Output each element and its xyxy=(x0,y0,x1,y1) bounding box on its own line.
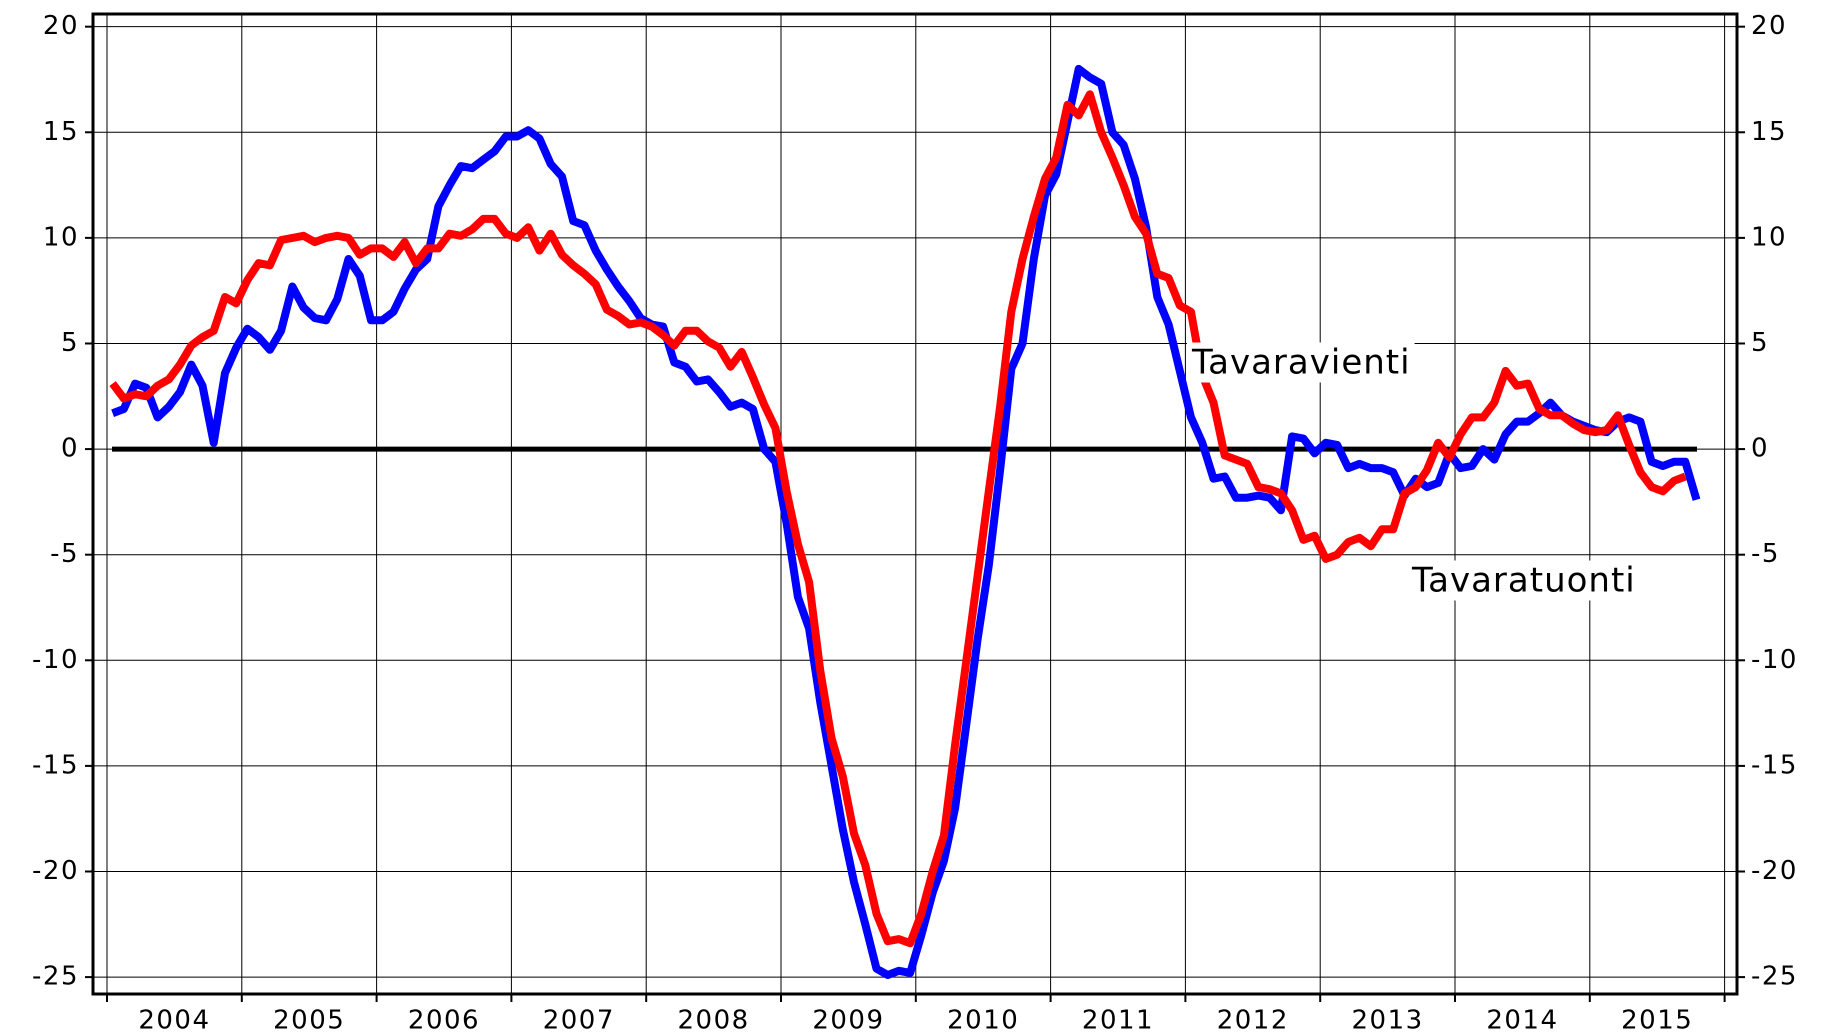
series-line xyxy=(109,90,1687,948)
y2-tick-label: -25 xyxy=(1751,962,1798,992)
y2-tick-label: 5 xyxy=(1751,328,1769,358)
y-tick-label: 10 xyxy=(43,222,79,252)
y-tick-label: -25 xyxy=(32,962,79,992)
y-tick-label: -20 xyxy=(32,856,79,886)
y2-tick-label: -5 xyxy=(1751,539,1780,569)
y-tick-label: -15 xyxy=(32,750,79,780)
y2-tick-label: 10 xyxy=(1751,222,1787,252)
y2-tick-label: 15 xyxy=(1751,117,1787,147)
y-tick-label: -5 xyxy=(50,539,79,569)
y-tick-label: 15 xyxy=(43,117,79,147)
y2-tick-label: -15 xyxy=(1751,750,1798,780)
y2-tick-label: -20 xyxy=(1751,856,1798,886)
x-tick-label: 2010 xyxy=(947,1006,1019,1034)
y-tick-label: 20 xyxy=(43,11,79,41)
x-tick-label: 2006 xyxy=(408,1006,480,1034)
series-label-bg xyxy=(1187,342,1415,383)
x-tick-label: 2011 xyxy=(1082,1006,1154,1034)
y2-tick-label: 20 xyxy=(1751,11,1787,41)
x-tick-label: 2014 xyxy=(1486,1006,1558,1034)
y-tick-label: -10 xyxy=(32,645,79,675)
y-tick-label: 0 xyxy=(61,434,79,464)
x-tick-label: 2013 xyxy=(1352,1006,1424,1034)
series-line xyxy=(111,64,1701,979)
x-tick-label: 2012 xyxy=(1217,1006,1289,1034)
x-tick-label: 2005 xyxy=(273,1006,345,1034)
series-label: Tavaravienti xyxy=(1191,343,1411,383)
series-label: Tavaratuonti xyxy=(1411,561,1636,601)
y-tick-label: 5 xyxy=(61,328,79,358)
y2-tick-label: 0 xyxy=(1751,434,1769,464)
x-tick-label: 2008 xyxy=(678,1006,750,1034)
x-tick-label: 2009 xyxy=(812,1006,884,1034)
series-label-bg xyxy=(1407,560,1640,601)
y2-tick-label: -10 xyxy=(1751,645,1798,675)
x-tick-label: 2015 xyxy=(1621,1006,1693,1034)
plot-frame xyxy=(91,12,1739,996)
x-tick-label: 2004 xyxy=(138,1006,210,1034)
x-tick-label: 2007 xyxy=(543,1006,615,1034)
